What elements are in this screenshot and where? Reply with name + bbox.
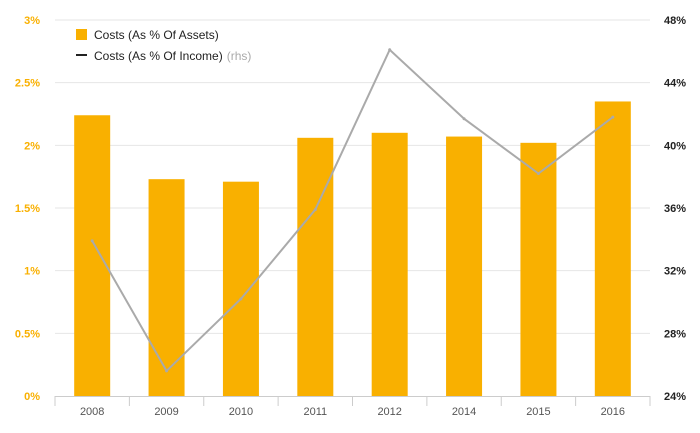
y-right-tick-label: 44% bbox=[664, 78, 686, 90]
x-tick-label: 2009 bbox=[154, 406, 178, 418]
legend: Costs (As % Of Assets) Costs (As % Of In… bbox=[76, 28, 251, 63]
legend-label-assets: Costs (As % Of Assets) bbox=[94, 28, 219, 42]
bar-series bbox=[74, 101, 631, 397]
bar-2010 bbox=[222, 181, 259, 396]
bar-2014 bbox=[446, 136, 483, 396]
x-tick-label: 2015 bbox=[526, 406, 550, 418]
y-left-tick-label: 0.5% bbox=[15, 328, 40, 340]
point-2016 bbox=[611, 115, 615, 119]
y-right-tick-label: 48% bbox=[664, 15, 686, 27]
y-right-tick-label: 24% bbox=[664, 391, 686, 403]
legend-swatch-bar bbox=[76, 29, 87, 40]
point-2012 bbox=[388, 48, 392, 52]
x-tick-label: 2008 bbox=[80, 406, 104, 418]
point-2009 bbox=[165, 369, 169, 373]
legend-swatch-line bbox=[76, 54, 87, 56]
axes: 2008 2009 2010 2011 2012 2014 2015 2016 0% 0.5% 1%… bbox=[15, 15, 686, 418]
x-tick-label: 2010 bbox=[229, 406, 253, 418]
line-series bbox=[90, 48, 615, 373]
bar-2012 bbox=[371, 132, 408, 397]
point-2011 bbox=[313, 208, 317, 212]
point-2008 bbox=[90, 239, 94, 243]
y-left-tick-label: 2% bbox=[24, 140, 40, 152]
y-right-tick-label: 36% bbox=[664, 203, 686, 215]
bar-2009 bbox=[148, 179, 185, 396]
legend-label-income: Costs (As % Of Income) bbox=[94, 49, 223, 63]
bar-2015 bbox=[520, 142, 557, 396]
y-right-tick-label: 32% bbox=[664, 266, 686, 278]
legend-label-rhs: (rhs) bbox=[227, 49, 252, 63]
point-2010 bbox=[239, 297, 243, 301]
x-tick-label: 2014 bbox=[452, 406, 476, 418]
point-2015 bbox=[536, 172, 540, 176]
legend-label-income-group: Costs (As % Of Income) (rhs) bbox=[94, 49, 251, 63]
y-left-tick-label: 1% bbox=[24, 266, 40, 278]
bar-2008 bbox=[74, 115, 111, 397]
gridlines bbox=[55, 19, 650, 334]
x-tick-label: 2016 bbox=[601, 406, 625, 418]
y-right-tick-label: 28% bbox=[664, 328, 686, 340]
line-income bbox=[91, 48, 614, 373]
point-2014 bbox=[462, 117, 466, 121]
y-left-tick-label: 0% bbox=[24, 391, 40, 403]
bar-2011 bbox=[297, 137, 334, 396]
y-left-tick-label: 3% bbox=[24, 15, 40, 27]
x-tick-label: 2012 bbox=[377, 406, 401, 418]
y-left-tick-label: 1.5% bbox=[15, 203, 40, 215]
y-left-tick-label: 2.5% bbox=[15, 78, 40, 90]
bar-2016 bbox=[594, 101, 631, 396]
x-tick-label: 2011 bbox=[303, 406, 327, 418]
y-right-tick-label: 40% bbox=[664, 140, 686, 152]
